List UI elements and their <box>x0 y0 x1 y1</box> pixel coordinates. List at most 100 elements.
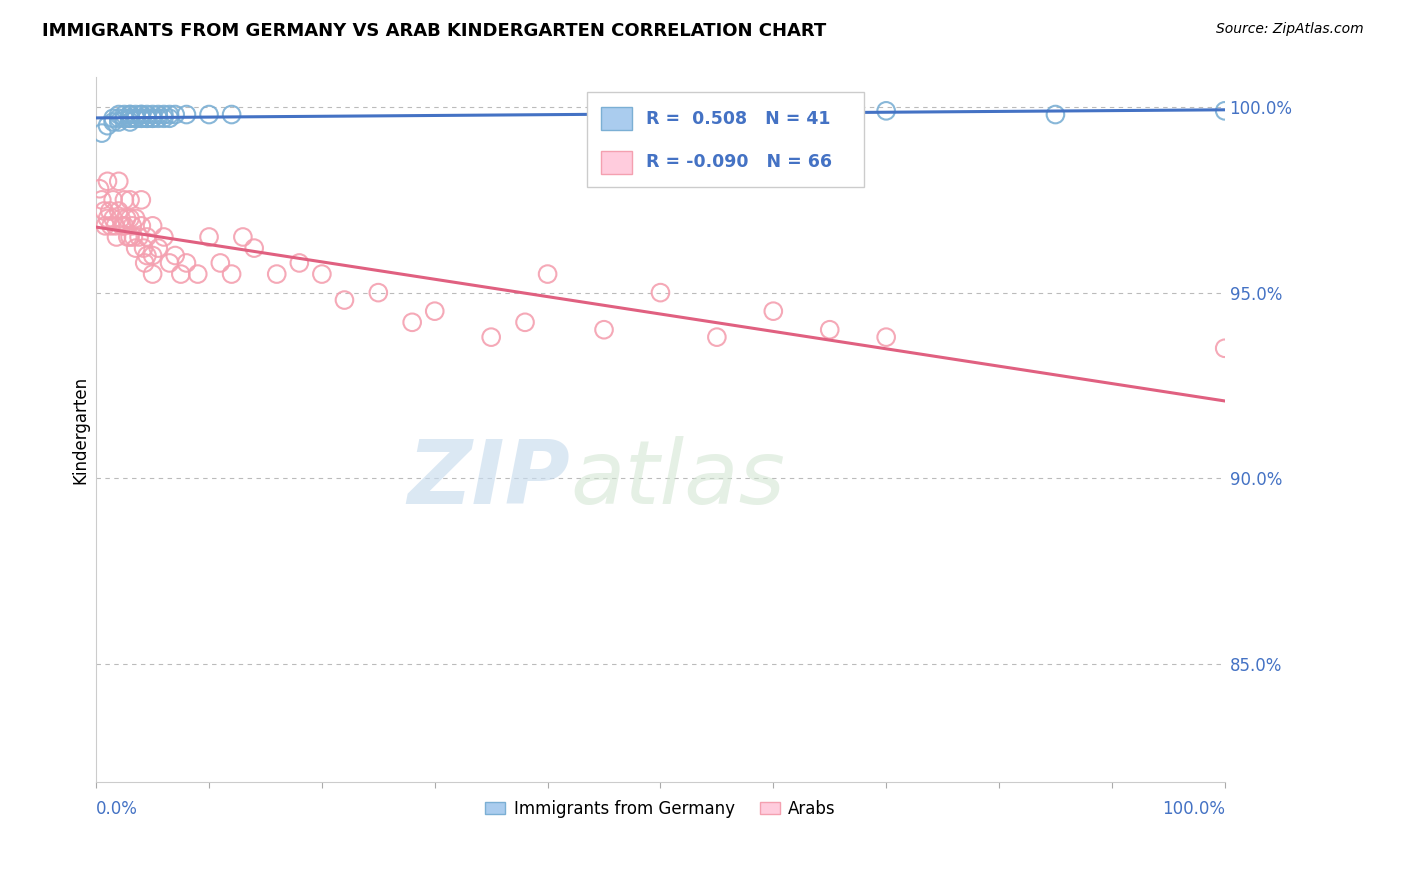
Point <box>111 219 134 233</box>
Point <box>125 107 148 121</box>
Point <box>136 248 159 262</box>
Point <box>650 103 672 118</box>
Bar <box>600 107 633 130</box>
Point <box>118 230 141 244</box>
Bar <box>600 151 633 174</box>
Point <box>266 267 288 281</box>
Point <box>107 174 129 188</box>
Point <box>104 219 127 233</box>
Point <box>136 112 159 126</box>
Point <box>159 107 181 121</box>
Point <box>153 230 176 244</box>
Point <box>101 193 124 207</box>
Point <box>115 211 138 226</box>
Point <box>117 230 139 244</box>
Point <box>1213 103 1236 118</box>
Point <box>131 219 153 233</box>
Point <box>118 112 141 126</box>
Point <box>105 230 128 244</box>
Point <box>170 267 193 281</box>
Point <box>513 315 536 329</box>
Point <box>232 230 254 244</box>
Point <box>98 204 121 219</box>
Point <box>536 267 558 281</box>
Point <box>125 112 148 126</box>
Point <box>112 112 135 126</box>
Text: Source: ZipAtlas.com: Source: ZipAtlas.com <box>1216 22 1364 37</box>
Point <box>112 219 135 233</box>
Point <box>221 267 243 281</box>
Point <box>367 285 389 300</box>
Point <box>131 112 153 126</box>
Point <box>818 323 841 337</box>
Text: R = -0.090   N = 66: R = -0.090 N = 66 <box>645 153 832 171</box>
Point <box>159 112 181 126</box>
Point <box>125 211 148 226</box>
Point <box>96 119 118 133</box>
Point <box>401 315 423 329</box>
Point <box>288 256 311 270</box>
Text: 0.0%: 0.0% <box>96 800 138 818</box>
Point <box>209 256 232 270</box>
Point <box>90 193 112 207</box>
Point <box>142 112 165 126</box>
Point <box>423 304 446 318</box>
Point <box>875 330 897 344</box>
Point <box>118 112 141 126</box>
Point <box>94 219 117 233</box>
Point <box>118 115 141 129</box>
Point <box>593 323 616 337</box>
Text: ZIP: ZIP <box>408 436 571 523</box>
Point <box>134 256 156 270</box>
Point <box>107 115 129 129</box>
Point <box>125 241 148 255</box>
Point <box>122 230 145 244</box>
Point <box>101 211 124 226</box>
Point <box>112 193 135 207</box>
Point <box>118 107 141 121</box>
Point <box>131 107 153 121</box>
Point <box>125 112 148 126</box>
Point <box>142 112 165 126</box>
Point <box>176 107 198 121</box>
Point <box>187 267 209 281</box>
Point <box>165 107 187 121</box>
Point <box>875 103 897 118</box>
Point <box>121 219 143 233</box>
Point <box>333 293 356 307</box>
Point <box>100 219 122 233</box>
Text: IMMIGRANTS FROM GERMANY VS ARAB KINDERGARTEN CORRELATION CHART: IMMIGRANTS FROM GERMANY VS ARAB KINDERGA… <box>42 22 827 40</box>
Point <box>101 115 124 129</box>
Point <box>243 241 266 255</box>
Text: R =  0.508   N = 41: R = 0.508 N = 41 <box>645 110 831 128</box>
Point <box>142 248 165 262</box>
Point <box>128 230 150 244</box>
Point <box>1045 107 1067 121</box>
Point <box>110 211 132 226</box>
Point <box>90 126 112 140</box>
Point <box>118 211 141 226</box>
Point <box>1213 341 1236 355</box>
Text: 100.0%: 100.0% <box>1161 800 1225 818</box>
Point <box>148 107 170 121</box>
Point <box>159 256 181 270</box>
Point <box>107 107 129 121</box>
Point <box>311 267 333 281</box>
Point <box>650 285 672 300</box>
Point <box>706 330 728 344</box>
Point <box>221 107 243 121</box>
Point <box>153 112 176 126</box>
Point <box>136 112 159 126</box>
Point <box>136 230 159 244</box>
Point <box>107 112 129 126</box>
Point <box>165 248 187 262</box>
Point <box>131 107 153 121</box>
Point <box>107 204 129 219</box>
Y-axis label: Kindergarten: Kindergarten <box>72 376 89 484</box>
Point <box>148 112 170 126</box>
Point <box>96 174 118 188</box>
Point <box>101 112 124 126</box>
Point <box>132 241 155 255</box>
Point <box>762 304 785 318</box>
Point <box>136 107 159 121</box>
